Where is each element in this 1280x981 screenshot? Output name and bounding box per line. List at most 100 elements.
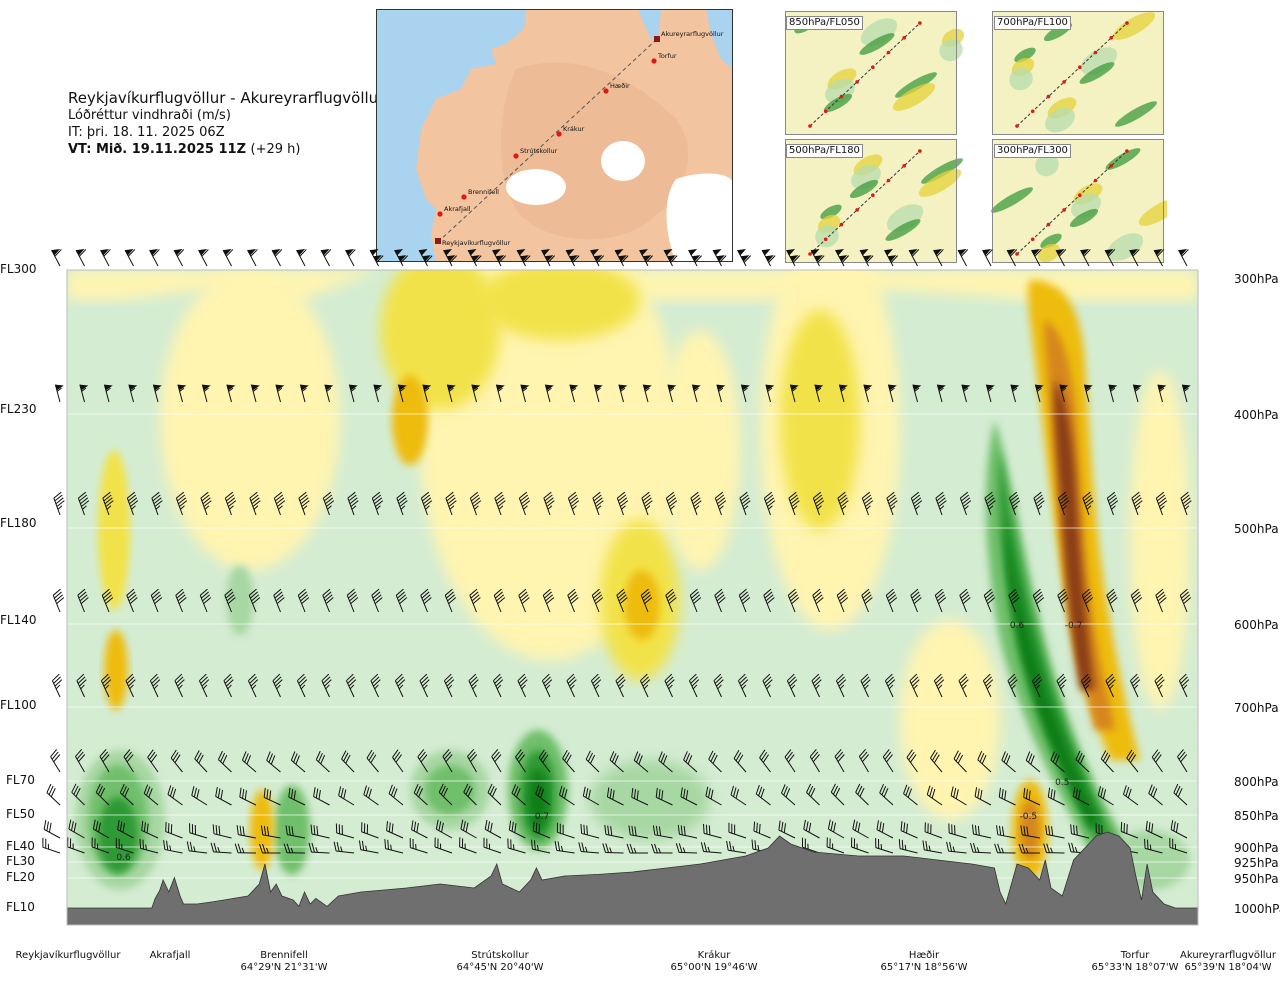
wind-barb-feather	[859, 787, 865, 797]
wind-barb-feather	[55, 497, 64, 505]
wind-barb-feather	[786, 751, 793, 760]
station-coord: 65°00'N 19°46'W	[670, 962, 758, 973]
wind-barb-feather	[1075, 750, 1081, 760]
wind-barb-feather	[100, 787, 106, 797]
wind-barb-feather	[960, 491, 969, 499]
wind-barb-shaft	[658, 759, 673, 773]
wind-barb-feather	[886, 491, 895, 499]
wind-barb-feather	[1130, 754, 1137, 763]
wind-barb-feather	[1108, 679, 1116, 687]
wind-barb-feather	[101, 588, 110, 596]
wind-barb-feather	[519, 591, 528, 599]
wind-barb-feather	[604, 824, 607, 835]
wind-barb-feather	[636, 790, 639, 800]
wind-barb-feather	[1057, 588, 1066, 596]
wind-barb-feather	[789, 679, 798, 687]
wind-barb-feather	[92, 819, 96, 830]
wind-barb-shaft	[75, 249, 85, 267]
fl-label-230: FL230	[0, 402, 37, 416]
wind-barb-feather	[176, 249, 185, 257]
wind-barb	[395, 588, 408, 613]
wind-barb-feather	[345, 754, 351, 764]
wind-barb-feather	[741, 497, 750, 505]
wind-barb-feather	[851, 837, 853, 848]
wind-barb	[712, 249, 727, 267]
wind-barb-feather	[1009, 491, 1018, 499]
wind-barb-half	[938, 387, 944, 392]
wind-barb	[210, 842, 232, 854]
wind-barb-flag	[495, 255, 505, 262]
wind-barb-half	[105, 387, 111, 392]
wind-barb-feather	[55, 594, 64, 602]
wind-barb-feather	[1125, 786, 1130, 797]
wind-barb-flag	[345, 249, 355, 256]
wind-barb-shaft	[1034, 384, 1041, 403]
wind-barb-feather	[930, 824, 932, 834]
field-region	[590, 760, 710, 840]
wind-barb-feather	[876, 820, 879, 830]
wind-barb-feather	[979, 789, 983, 800]
wind-barb-feather	[1075, 788, 1078, 798]
inset-field-blob	[921, 158, 963, 184]
wind-barb-feather	[660, 753, 666, 763]
wind-barb-half	[121, 843, 123, 850]
wind-barb	[837, 491, 849, 516]
wind-barb	[688, 673, 700, 698]
wind-barb-shaft	[348, 384, 355, 403]
wind-barb	[1055, 249, 1067, 267]
wind-barb	[985, 384, 995, 403]
wind-barb-feather	[103, 494, 112, 502]
wind-barb-feather	[977, 825, 980, 836]
wind-barb	[667, 384, 677, 403]
wind-barb	[538, 749, 551, 773]
wind-barb-shaft	[806, 792, 820, 806]
wind-barb-feather	[343, 752, 349, 762]
wind-barb-feather	[585, 750, 591, 760]
wind-barb-feather	[643, 594, 652, 602]
wind-barb	[322, 588, 334, 613]
wind-barb-feather	[448, 597, 457, 605]
wind-barb-feather	[315, 750, 321, 760]
valid-offset: (+29 h)	[250, 142, 301, 157]
wind-barb-feather	[1126, 749, 1133, 759]
wind-barb-feather	[1108, 494, 1117, 502]
wind-barb	[283, 843, 306, 854]
wind-barb-feather	[1151, 823, 1154, 833]
wind-barb	[370, 673, 381, 698]
wind-barb-feather	[542, 754, 549, 763]
wind-barb	[384, 839, 404, 854]
wind-barb	[705, 786, 722, 806]
wind-barb-flag	[153, 384, 162, 391]
wind-barb-flag	[321, 249, 330, 256]
wind-barb-feather	[567, 588, 576, 596]
wind-barb-flag	[618, 384, 628, 391]
wind-barb-half	[790, 684, 796, 690]
wind-barb	[1157, 384, 1167, 403]
wind-barb-feather	[1056, 673, 1065, 682]
wind-barb-flag	[1035, 384, 1044, 391]
wind-barb-feather	[316, 825, 319, 836]
wind-barb	[68, 819, 85, 839]
wind-barb-feather	[900, 821, 903, 831]
wind-barb-feather	[938, 597, 947, 605]
wind-barb-feather	[903, 784, 908, 794]
wind-barb-feather	[865, 500, 874, 507]
wind-barb-feather	[887, 494, 896, 502]
wind-barb-feather	[861, 588, 870, 596]
wind-barb-feather	[127, 249, 136, 257]
wind-barb-feather	[370, 673, 379, 682]
wind-barb-feather	[350, 597, 359, 605]
wind-barb	[861, 588, 873, 613]
wind-barb-feather	[175, 676, 184, 684]
wind-barb	[1178, 249, 1189, 267]
wind-barb-feather	[733, 750, 740, 759]
wind-barb-feather	[790, 594, 799, 602]
wind-barb-feather	[1131, 676, 1139, 684]
map-fjord	[638, 9, 661, 39]
wind-barb-feather	[557, 841, 561, 851]
wind-barb-feather	[1134, 500, 1143, 507]
wind-barb	[52, 588, 65, 613]
wind-barb-feather	[48, 785, 54, 795]
wind-barb	[1075, 750, 1090, 773]
inset-field-blob	[1079, 62, 1115, 84]
